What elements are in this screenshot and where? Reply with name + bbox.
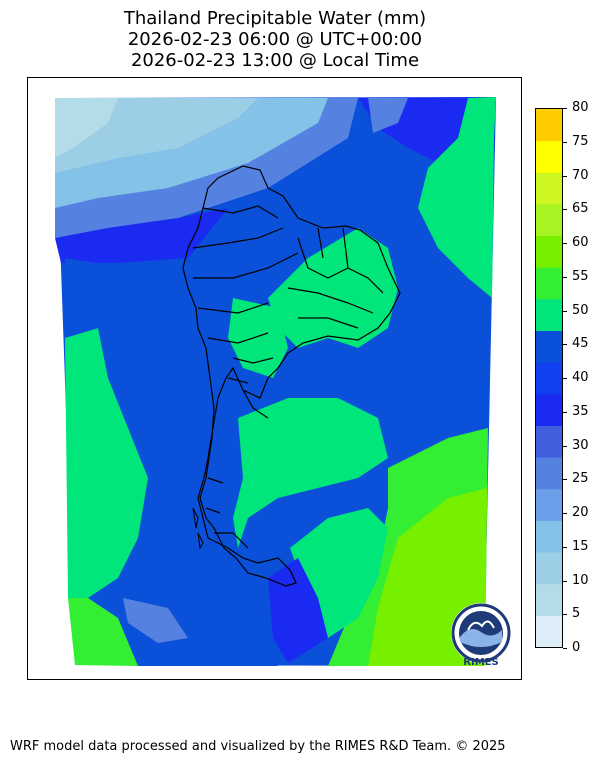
chart-title: Thailand Precipitable Water (mm) 2026-02…: [0, 8, 550, 71]
colorbar-band: [536, 298, 562, 332]
contour-40-45-west: [65, 258, 198, 398]
footer-credit: WRF model data processed and visualized …: [10, 739, 506, 754]
colorbar-tick-label: 60: [572, 235, 589, 250]
province-lines-south: [205, 477, 249, 549]
title-line-2: 2026-02-23 06:00 @ UTC+00:00: [127, 29, 423, 50]
colorbar-tick-label: 15: [572, 538, 589, 554]
contour-45-50-east: [418, 97, 496, 298]
contour-5-10: [55, 98, 118, 158]
contour-25-30-ne: [368, 98, 408, 133]
colorbar-band: [536, 203, 562, 237]
contour-45-50-gulf: [233, 398, 388, 548]
province-lines-central: [227, 357, 274, 419]
colorbar-band: [536, 362, 562, 395]
colorbar-tick-mark: [563, 276, 567, 278]
logo-text: RIMES: [463, 657, 498, 668]
colorbar-tick-mark: [563, 411, 567, 413]
colorbar-tick-label: 25: [572, 471, 589, 487]
colorbar-tick-mark: [563, 513, 567, 514]
colorbar-tick-label: 70: [572, 167, 589, 183]
colorbar-band: [536, 172, 562, 205]
colorbar-band: [536, 520, 562, 553]
province-lines-north: [192, 205, 299, 344]
colorbar-tick-mark: [563, 243, 567, 244]
colorbar-tick-label: 65: [572, 201, 589, 217]
colorbar-band: [536, 615, 562, 647]
colorbar-tick-mark: [563, 141, 567, 143]
colorbar-tick-label: 45: [572, 336, 589, 352]
colorbar-band: [536, 552, 562, 585]
colorbar-ticks: 0 5 10 15 20 25 30 35 40 45 50 55 60 65 70 75 80: [563, 100, 599, 655]
colorbar-band: [536, 583, 562, 616]
rimes-logo: RIMES: [448, 602, 514, 668]
colorbar-tick-mark: [563, 546, 567, 548]
colorbar-band: [536, 393, 562, 426]
country-borders: [182, 165, 401, 587]
colorbar-tick-mark: [563, 378, 567, 379]
colorbar-tick-mark: [563, 614, 567, 616]
contour-25-30-sw: [123, 598, 188, 643]
colorbar-tick-mark: [563, 445, 567, 447]
colorbar-tick-label: 55: [572, 268, 589, 284]
colorbar-tick-mark: [563, 580, 567, 582]
colorbar-band: [536, 235, 562, 268]
colorbar-tick-label: 30: [572, 437, 589, 453]
colorbar-band: [536, 488, 562, 521]
colorbar-tick-label: 0: [572, 640, 581, 655]
colorbar-tick-label: 5: [572, 606, 581, 622]
logo-ring: [451, 603, 511, 663]
rimes-logo-icon: RIMES: [451, 603, 511, 668]
islands-andaman: [192, 507, 204, 550]
colorbar-tick-label: 40: [572, 370, 589, 385]
logo-wave: [460, 628, 502, 647]
colorbar-band: [536, 267, 562, 300]
colorbar-tick-label: 35: [572, 403, 589, 419]
contour-45-50-west: [65, 328, 148, 598]
title-line-3: 2026-02-23 13:00 @ Local Time: [130, 50, 420, 71]
province-lines-northeast: [287, 227, 384, 329]
colorbar-tick-mark: [563, 209, 567, 211]
contour-40-45-sw: [128, 578, 278, 666]
colorbar-band: [536, 109, 562, 142]
colorbar-band: [536, 330, 562, 363]
contour-30-35-north: [55, 208, 228, 263]
colorbar-tick-mark: [563, 175, 567, 177]
colorbar-gradient: [536, 109, 562, 647]
contour-50-55-sw: [68, 598, 138, 666]
colorbar-tick-label: 20: [572, 505, 589, 520]
logo-swirl: [467, 620, 495, 631]
colorbar-band: [536, 140, 562, 173]
colorbar-tick-label: 75: [572, 133, 589, 149]
colorbar-tick-label: 50: [572, 302, 589, 318]
colorbar-tick-mark: [563, 108, 567, 109]
colorbar-tick-mark: [563, 479, 567, 481]
map-panel: RIMES: [27, 77, 522, 680]
colorbar-tick-label: 10: [572, 572, 589, 588]
colorbar: [535, 108, 563, 648]
colorbar-band: [536, 425, 562, 458]
colorbar-tick-label: 80: [572, 100, 589, 115]
thailand-border: [182, 165, 401, 587]
colorbar-tick-mark: [563, 648, 567, 649]
colorbar-tick-mark: [563, 344, 567, 346]
precipitable-water-map: [55, 97, 496, 666]
title-line-1: Thailand Precipitable Water (mm): [123, 8, 427, 29]
colorbar-band: [536, 457, 562, 490]
colorbar-tick-mark: [563, 310, 567, 312]
